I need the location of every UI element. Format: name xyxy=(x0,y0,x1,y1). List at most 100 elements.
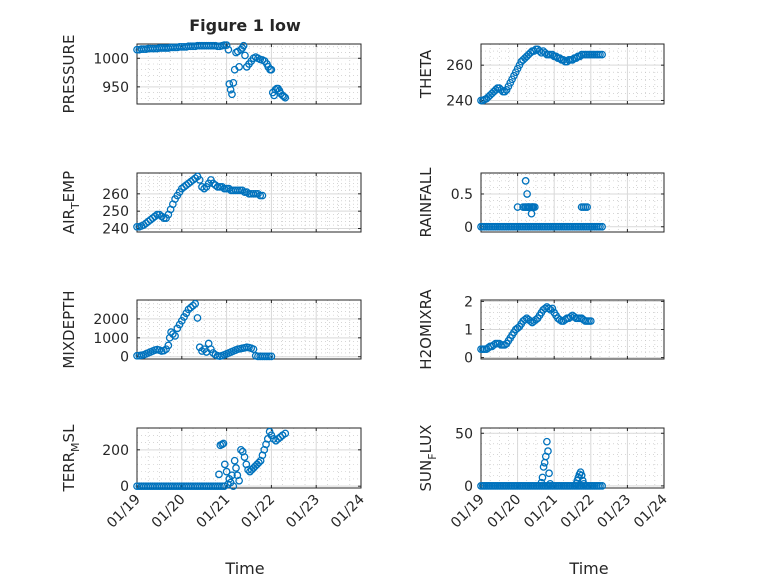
data-point xyxy=(218,183,226,191)
y-tick-label: 2000 xyxy=(93,312,129,328)
data-point xyxy=(256,191,265,200)
y-axis-label: TERRMSL xyxy=(60,424,82,493)
series-markers xyxy=(477,45,606,105)
data-point xyxy=(265,427,274,436)
series-markers xyxy=(477,177,606,231)
x-tick-label: 01/21 xyxy=(521,492,561,532)
x-tick-label: 01/22 xyxy=(558,492,598,532)
data-point xyxy=(548,304,557,313)
data-point xyxy=(164,341,173,350)
y-tick-label: 200 xyxy=(102,443,129,459)
figure-title: Figure 1 low xyxy=(189,16,301,35)
x-tick-label: 01/24 xyxy=(631,491,671,531)
data-point xyxy=(265,352,274,361)
data-point xyxy=(249,345,258,354)
data-point xyxy=(237,445,245,454)
y-tick-label: 260 xyxy=(446,58,473,74)
data-point xyxy=(281,93,290,102)
y-axis-label: THETA xyxy=(417,49,435,99)
data-point xyxy=(173,324,182,333)
data-point xyxy=(552,52,560,61)
series-markers xyxy=(133,41,290,102)
x-tick-label: 01/19 xyxy=(104,492,144,532)
subplot-1: 950 1000 PRESSURE xyxy=(60,35,362,113)
y-tick-label: 950 xyxy=(102,80,129,96)
data-point xyxy=(513,203,522,211)
data-point xyxy=(193,314,202,322)
x-tick-label: 01/20 xyxy=(149,492,189,532)
x-tick-label: 01/23 xyxy=(283,492,323,532)
data-point xyxy=(162,345,170,354)
data-point xyxy=(251,189,260,198)
data-point xyxy=(220,184,229,193)
subplot-6: 0 1 2 H2OMIXRA xyxy=(417,289,665,370)
data-point xyxy=(175,320,184,329)
data-point xyxy=(229,79,238,87)
x-axis-label-right: Time xyxy=(568,559,608,578)
data-point xyxy=(222,184,231,193)
x-tick-label: 01/20 xyxy=(485,492,525,532)
y-tick-label: 240 xyxy=(446,93,473,109)
y-tick-label: 0 xyxy=(464,479,473,495)
data-point xyxy=(559,56,568,64)
data-point xyxy=(182,309,191,318)
data-point xyxy=(177,316,186,325)
data-point xyxy=(216,183,224,191)
y-tick-label: 1000 xyxy=(93,331,129,347)
x-tick-label: 01/23 xyxy=(594,492,634,532)
y-tick-label: 0 xyxy=(120,350,129,366)
data-point xyxy=(546,479,555,488)
data-point xyxy=(218,440,226,449)
y-axis-label: AIRTEMP xyxy=(60,171,82,234)
data-point xyxy=(555,54,564,62)
data-point xyxy=(219,439,228,448)
data-point xyxy=(240,188,249,196)
data-point xyxy=(189,301,197,310)
data-point xyxy=(235,63,243,71)
data-point xyxy=(198,347,206,355)
y-tick-label: 2 xyxy=(464,294,473,310)
data-point xyxy=(254,189,262,198)
axes-box xyxy=(136,427,362,489)
axes-outline xyxy=(136,43,362,105)
data-point xyxy=(539,463,548,471)
subplot-7: 0 200 01/19 01/20 01/21 01/22 01/23 01/24 TERRMS… xyxy=(60,424,368,531)
data-point xyxy=(548,50,557,59)
data-point xyxy=(596,50,604,59)
data-point xyxy=(255,458,263,467)
data-point xyxy=(222,467,231,476)
data-point xyxy=(500,87,509,96)
x-tick-label: 01/24 xyxy=(328,491,368,531)
data-point xyxy=(524,203,533,211)
data-point xyxy=(281,429,290,438)
axes-box xyxy=(480,427,665,489)
y-tick-label: 0.5 xyxy=(451,187,473,203)
data-point xyxy=(258,191,267,200)
y-tick-label: 50 xyxy=(455,426,473,442)
axes-box xyxy=(136,43,362,105)
data-point xyxy=(528,203,537,211)
data-point xyxy=(220,41,229,49)
y-tick-label: 260 xyxy=(102,187,129,203)
series-markers xyxy=(477,437,606,490)
axes-outline xyxy=(480,43,665,105)
x-tick-label: 01/22 xyxy=(238,492,278,532)
data-point xyxy=(198,183,206,191)
data-point xyxy=(596,222,604,231)
axes-outline xyxy=(136,172,362,233)
data-point xyxy=(207,345,215,354)
y-axis-label: MIXDEPTH xyxy=(60,290,78,368)
subplot-4: 0 0.5 RAINFALL xyxy=(417,167,665,237)
data-point xyxy=(572,54,581,62)
data-point xyxy=(235,476,243,485)
y-tick-label: 1 xyxy=(464,323,473,339)
data-point xyxy=(526,48,535,57)
data-point xyxy=(191,299,200,308)
y-axis-label: SUNFLUX xyxy=(417,425,439,492)
data-point xyxy=(544,304,553,313)
